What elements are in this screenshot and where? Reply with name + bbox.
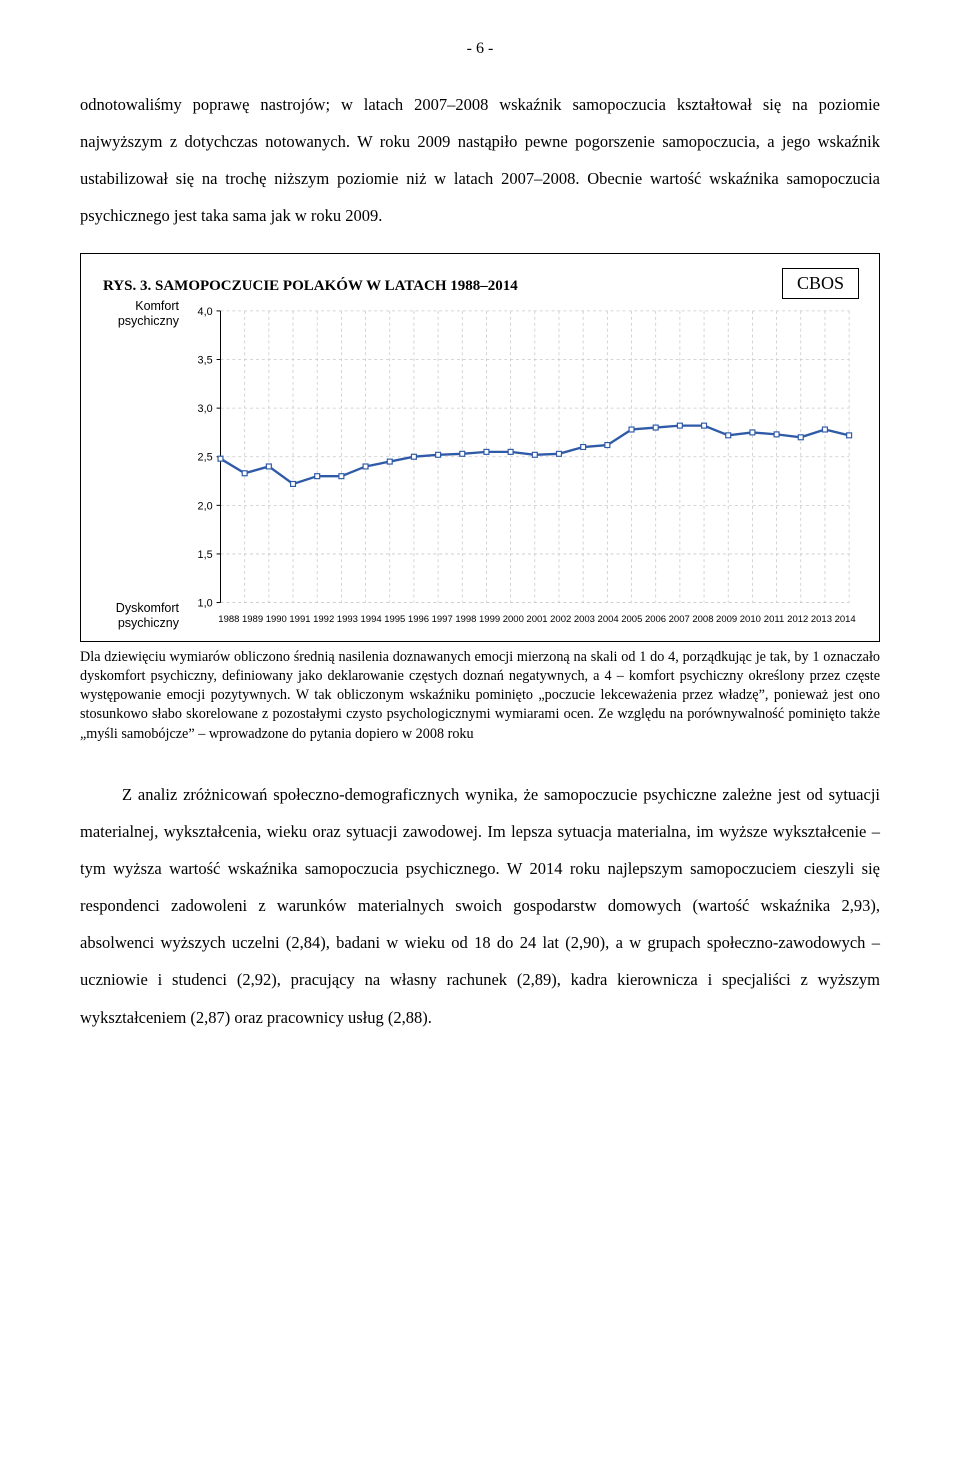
x-tick-label: 1992 [312,614,336,625]
svg-text:1,5: 1,5 [198,548,213,560]
svg-text:3,5: 3,5 [198,354,213,366]
svg-text:2,0: 2,0 [198,500,213,512]
chart-container: CBOS RYS. 3. SAMOPOCZUCIE POLAKÓW W LATA… [80,253,880,642]
x-tick-label: 2001 [525,614,549,625]
x-tick-label: 2003 [573,614,597,625]
x-tick-label: 1993 [336,614,360,625]
svg-text:3,0: 3,0 [198,403,213,415]
x-tick-label: 2004 [596,614,620,625]
chart-footnote: Dla dziewięciu wymiarów obliczono średni… [80,648,880,744]
x-tick-label: 1991 [288,614,312,625]
svg-text:1,0: 1,0 [198,597,213,609]
x-tick-label: 2009 [715,614,739,625]
x-tick-label: 1989 [241,614,265,625]
x-tick-label: 2010 [738,614,762,625]
chart-body: Komfortpsychiczny Dyskomfortpsychiczny 1… [103,305,857,625]
x-tick-label: 1996 [407,614,431,625]
x-tick-label: 1994 [359,614,383,625]
y-axis-label-column: Komfortpsychiczny Dyskomfortpsychiczny [103,305,187,625]
x-tick-label: 2008 [691,614,715,625]
x-tick-label: 1988 [217,614,241,625]
x-tick-label: 1998 [454,614,478,625]
plot-column: 1,01,52,02,53,03,54,0 198819891990199119… [187,305,857,625]
cbos-badge: CBOS [782,268,859,299]
svg-text:4,0: 4,0 [198,305,213,317]
paragraph-2: Z analiz zróżnicowań społeczno-demografi… [80,776,880,1036]
y-label-bottom: Dyskomfortpsychiczny [116,601,179,631]
svg-text:2,5: 2,5 [198,451,213,463]
x-tick-label: 2012 [786,614,810,625]
chart-title: RYS. 3. SAMOPOCZUCIE POLAKÓW W LATACH 19… [103,278,857,295]
x-tick-label: 2006 [644,614,668,625]
x-tick-label: 2000 [501,614,525,625]
x-tick-label: 1997 [430,614,454,625]
x-tick-label: 1999 [478,614,502,625]
x-tick-label: 1995 [383,614,407,625]
line-chart: 1,0 1,5 2,0 2,5 3,0 3,5 4,0 [187,305,857,610]
x-tick-label: 2002 [549,614,573,625]
page-number: - 6 - [80,40,880,58]
x-tick-label: 2013 [810,614,834,625]
x-tick-label: 2014 [833,614,857,625]
y-label-top: Komfortpsychiczny [118,299,179,329]
x-tick-label: 2007 [667,614,691,625]
paragraph-1: odnotowaliśmy poprawę nastrojów; w latac… [80,86,880,235]
x-tick-label: 1990 [264,614,288,625]
x-tick-label: 2011 [762,614,786,625]
x-tick-label: 2005 [620,614,644,625]
x-axis-labels: 1988198919901991199219931994199519961997… [187,614,857,625]
